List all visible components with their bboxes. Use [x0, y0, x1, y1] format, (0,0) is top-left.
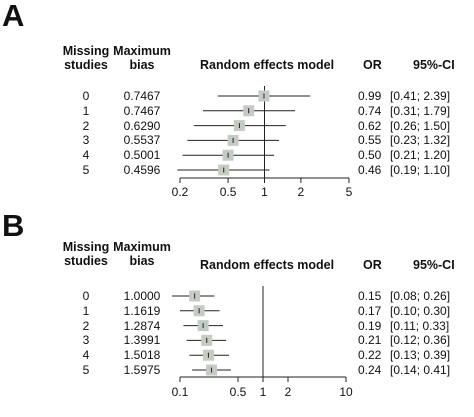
cell-maximum-bias: 0.5001 — [123, 148, 161, 163]
cell-missing-studies: 1 — [82, 303, 90, 318]
x-tick-label: 0.5 — [230, 385, 247, 399]
forest-panel-a: A Missing studies Maximum bias Random ef… — [2, 0, 455, 199]
cell-or: 0.50 — [358, 148, 382, 163]
header-missing-studies: Missing studies — [62, 44, 110, 72]
cell-maximum-bias: 1.1619 — [123, 303, 161, 318]
panel-label: B — [2, 208, 25, 243]
cell-or: 0.21 — [358, 333, 382, 348]
cell-maximum-bias: 1.5975 — [123, 363, 161, 377]
forest-plot-a: 0.2 0.5 1 2 5 — [172, 86, 353, 199]
cell-ci: [0.31; 1.79] — [390, 103, 451, 118]
cell-ci: [0.10; 0.30] — [390, 303, 451, 318]
cell-maximum-bias: 1.2874 — [123, 318, 161, 333]
cell-ci: [0.23; 1.32] — [390, 133, 451, 148]
cell-or: 0.24 — [358, 363, 382, 377]
cell-missing-studies: 5 — [82, 363, 90, 377]
x-tick-label: 2 — [285, 385, 292, 399]
cell-missing-studies: 2 — [82, 118, 90, 133]
forest-panel-b: B Missing studies Maximum bias Random ef… — [0, 208, 474, 417]
header-ci: 95%-CI — [413, 258, 455, 272]
x-tick-label: 0.1 — [172, 385, 189, 399]
cell-ci: [0.11; 0.33] — [390, 318, 450, 333]
cell-missing-studies: 0 — [82, 89, 90, 103]
cell-maximum-bias: 1.0000 — [123, 289, 161, 303]
x-tick-label: 10 — [339, 385, 353, 399]
cell-or: 0.55 — [358, 133, 382, 148]
cell-maximum-bias: 1.5018 — [123, 348, 161, 363]
cell-missing-studies: 4 — [82, 348, 90, 363]
cell-missing-studies: 3 — [82, 333, 90, 348]
x-tick-label: 1 — [261, 185, 268, 199]
header-random-effects-model: Random effects model — [200, 258, 335, 272]
cell-or: 0.22 — [358, 348, 382, 363]
cell-or: 0.46 — [358, 163, 382, 177]
cell-or: 0.17 — [358, 303, 382, 318]
cell-or: 0.62 — [358, 118, 382, 133]
header-or: OR — [363, 58, 382, 72]
cell-maximum-bias: 0.7467 — [123, 103, 161, 118]
cell-or: 0.99 — [358, 89, 382, 103]
cell-maximum-bias: 0.7467 — [123, 89, 161, 103]
cell-maximum-bias: 0.5537 — [123, 133, 161, 148]
cell-or: 0.19 — [358, 318, 382, 333]
cell-missing-studies: 1 — [82, 103, 90, 118]
cell-ci: [0.19; 1.10] — [390, 163, 451, 177]
forest-plot-b: 0.1 0.5 1 2 10 — [172, 286, 353, 399]
cell-missing-studies: 3 — [82, 133, 90, 148]
header-random-effects-model: Random effects model — [200, 58, 335, 72]
x-tick-label: 0.2 — [172, 185, 189, 199]
cell-maximum-bias: 0.4596 — [123, 163, 161, 177]
cell-ci: [0.13; 0.39] — [390, 348, 451, 363]
x-tick-label: 1 — [260, 385, 267, 399]
cell-ci: [0.26; 1.50] — [390, 118, 451, 133]
cell-ci: [0.21; 1.20] — [390, 148, 451, 163]
cell-missing-studies: 4 — [82, 148, 90, 163]
cell-missing-studies: 0 — [82, 289, 90, 303]
cell-missing-studies: 2 — [82, 318, 90, 333]
header-missing-studies: Missing studies — [62, 240, 110, 268]
header-maximum-bias: Maximum bias — [113, 240, 171, 268]
header-ci: 95%-CI — [413, 58, 455, 72]
header-or: OR — [363, 258, 382, 272]
cell-or: 0.74 — [358, 103, 382, 118]
cell-ci: [0.12; 0.36] — [390, 333, 451, 348]
cell-missing-studies: 5 — [82, 163, 90, 177]
cell-ci: [0.41; 2.39] — [390, 89, 451, 103]
cell-ci: [0.14; 0.41] — [390, 363, 451, 377]
cell-maximum-bias: 0.6290 — [123, 118, 161, 133]
header-maximum-bias: Maximum bias — [113, 44, 171, 72]
x-tick-label: 5 — [346, 185, 353, 199]
cell-maximum-bias: 1.3991 — [123, 333, 161, 348]
x-tick-label: 2 — [298, 185, 305, 199]
cell-ci: [0.08; 0.26] — [390, 289, 451, 303]
cell-or: 0.15 — [358, 289, 382, 303]
x-tick-label: 0.5 — [220, 185, 237, 199]
panel-label: A — [2, 0, 25, 33]
